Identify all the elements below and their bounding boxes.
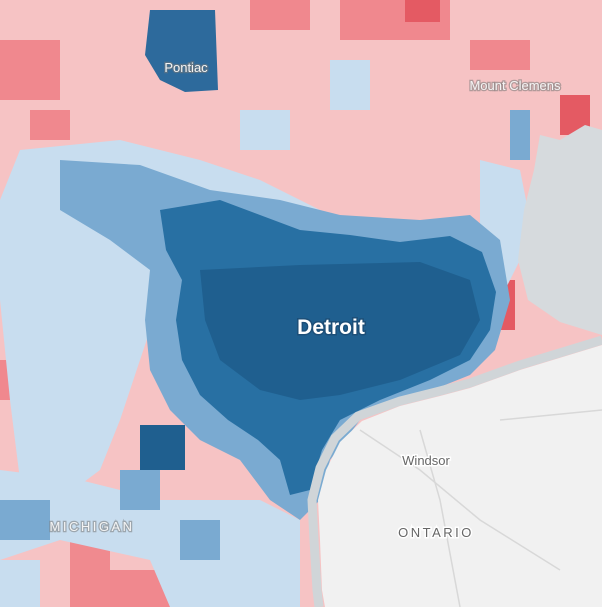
detroit-core (200, 262, 480, 400)
blue-block (140, 425, 185, 470)
roads (359, 409, 602, 607)
place-label: Windsor (402, 453, 450, 468)
detroit-river (307, 335, 602, 607)
place-label: Pontiac (164, 60, 208, 75)
place-label: Mount Clemens (469, 78, 561, 93)
ontario-land (318, 345, 602, 607)
pontiac-area (145, 10, 218, 92)
lake (518, 125, 602, 335)
region-label: ONTARIO (398, 525, 474, 540)
region-label: MICHIGAN (50, 519, 135, 534)
city-label: Detroit (297, 316, 365, 339)
